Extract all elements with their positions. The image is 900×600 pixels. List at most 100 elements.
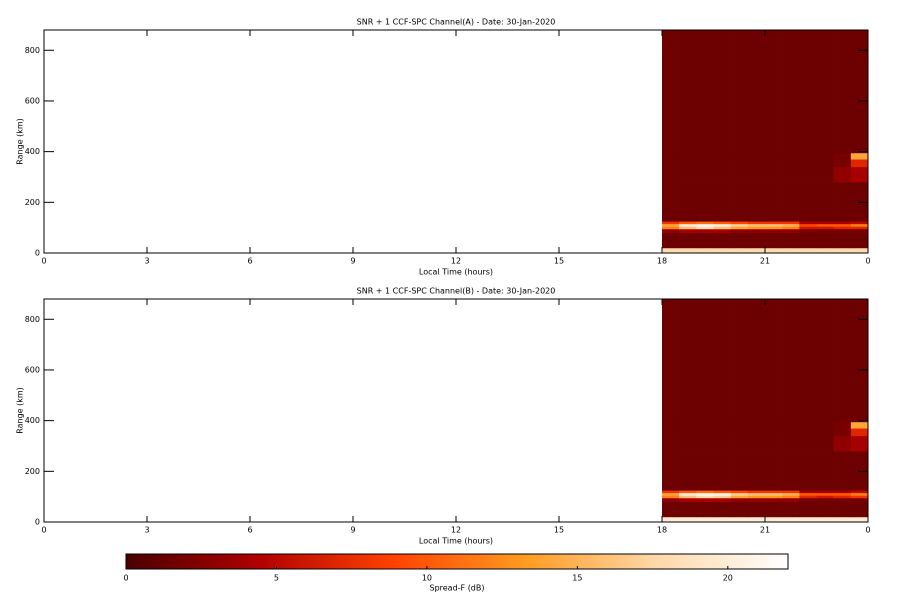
heatmap-cell: [713, 152, 731, 160]
heatmap-cell: [816, 501, 834, 518]
heatmap-cell: [747, 228, 766, 234]
heatmap-cell: [730, 223, 749, 227]
heatmap-cell: [679, 451, 697, 491]
y-tick-label: 200: [25, 198, 40, 207]
heatmap-cell: [782, 159, 800, 168]
heatmap-cell: [713, 451, 731, 491]
heatmap-cell: [747, 451, 766, 491]
heatmap-cell: [679, 495, 697, 499]
heatmap-cell: [833, 495, 852, 499]
heatmap-cell: [747, 490, 766, 494]
heatmap-cell: [679, 182, 697, 222]
heatmap-cell: [713, 182, 731, 222]
y-tick-label: 800: [25, 46, 40, 55]
heatmap-cell: [679, 152, 697, 160]
chart-title: SNR + 1 CCF-SPC Channel(B) - Date: 30-Ja…: [357, 287, 556, 296]
heatmap-cell: [833, 228, 852, 234]
heatmap-cell: [782, 30, 800, 154]
heatmap-cell: [782, 247, 800, 254]
heatmap-cell: [765, 516, 783, 523]
heatmap-cell: [713, 501, 731, 518]
heatmap-cell: [747, 428, 766, 437]
heatmap-cell: [730, 501, 749, 518]
x-tick-label: 18: [657, 257, 667, 266]
heatmap-cell: [816, 495, 834, 499]
x-tick-label: 0: [41, 526, 46, 535]
heatmap-cell: [799, 226, 817, 230]
heatmap-cell: [696, 497, 714, 503]
heatmap-cell: [816, 232, 834, 249]
y-tick-label: 0: [35, 518, 40, 527]
heatmap-cell: [679, 221, 697, 225]
heatmap-cell: [799, 221, 817, 225]
heatmap-cell: [747, 435, 766, 452]
heatmap-cell: [679, 232, 697, 249]
heatmap-cell: [782, 221, 800, 225]
heatmap-cell: [662, 501, 680, 518]
heatmap-cell: [696, 428, 714, 437]
heatmap-cell: [696, 30, 714, 154]
heatmap-cell: [765, 435, 783, 452]
heatmap-cell: [662, 228, 680, 234]
heatmap-cell: [679, 497, 697, 503]
colorbar-tick-label: 0: [123, 574, 128, 583]
heatmap-cell: [816, 451, 834, 491]
heatmap-cell: [679, 421, 697, 429]
colorbar-tick-label: 15: [572, 574, 582, 583]
heatmap-cell: [816, 421, 834, 429]
heatmap-cell: [679, 516, 697, 523]
heatmap-cell: [850, 495, 869, 499]
heatmap-cell: [816, 166, 834, 183]
heatmap-cell: [850, 421, 869, 429]
heatmap-cell: [765, 501, 783, 518]
heatmap-cell: [833, 166, 852, 183]
heatmap-cell: [850, 159, 869, 168]
heatmap-cell: [850, 221, 869, 225]
heatmap-cell: [713, 159, 731, 168]
heatmap-cell: [850, 435, 869, 452]
heatmap-cell: [765, 232, 783, 249]
heatmap-cell: [765, 421, 783, 429]
heatmap-cell: [850, 166, 869, 183]
heatmap-cell: [696, 152, 714, 160]
heatmap-cell: [765, 223, 783, 227]
heatmap-cell: [765, 451, 783, 491]
heatmap-cell: [816, 182, 834, 222]
colorbar-tick-label: 20: [723, 574, 733, 583]
heatmap-cell: [696, 435, 714, 452]
heatmap-cell: [782, 182, 800, 222]
heatmap-cell: [799, 223, 817, 227]
heatmap-cell: [679, 247, 697, 254]
heatmap-cell: [713, 492, 731, 496]
heatmap-cell: [765, 299, 783, 423]
heatmap-cell: [662, 516, 680, 523]
heatmap-cell: [782, 428, 800, 437]
heatmap-cell: [765, 226, 783, 230]
x-tick-label: 6: [247, 257, 252, 266]
heatmap-cell: [696, 223, 714, 227]
heatmap-cell: [765, 30, 783, 154]
heatmap-cell: [730, 516, 749, 523]
heatmap-cell: [696, 516, 714, 523]
heatmap-cell: [696, 490, 714, 494]
heatmap-cell: [679, 30, 697, 154]
heatmap-cell: [850, 501, 869, 518]
heatmap-cell: [765, 428, 783, 437]
heatmap-cell: [833, 221, 852, 225]
heatmap-cell: [679, 490, 697, 494]
heatmap-cell: [850, 299, 869, 423]
heatmap-cell: [799, 30, 817, 154]
heatmap-cell: [799, 451, 817, 491]
heatmap-cell: [799, 490, 817, 494]
heatmap-cell: [730, 497, 749, 503]
heatmap-cell: [833, 428, 852, 437]
heatmap-cell: [696, 226, 714, 230]
heatmap-cell: [730, 232, 749, 249]
heatmap-cell: [833, 497, 852, 503]
heatmap-cell: [833, 451, 852, 491]
heatmap-cell: [713, 247, 731, 254]
heatmap-cell: [696, 421, 714, 429]
heatmap-cell: [713, 428, 731, 437]
chart-title: SNR + 1 CCF-SPC Channel(A) - Date: 30-Ja…: [357, 18, 556, 27]
heatmap-cell: [782, 516, 800, 523]
